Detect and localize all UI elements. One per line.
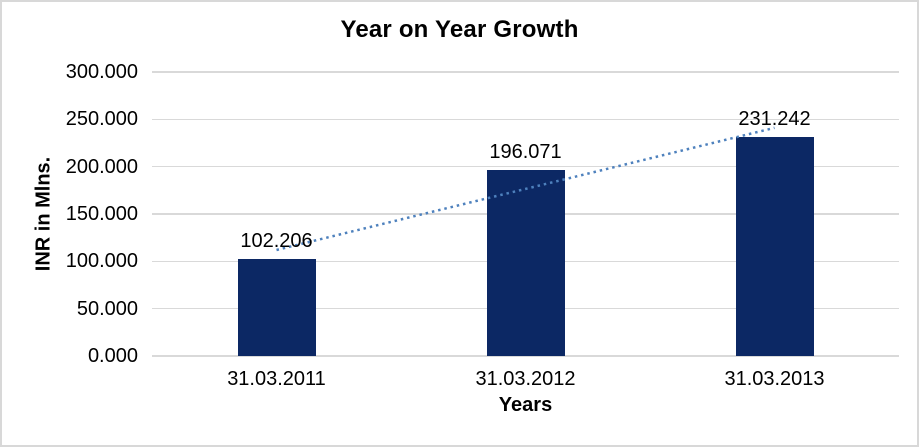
bar-data-label: 231.242	[738, 108, 811, 131]
bar	[237, 259, 316, 356]
gridline	[152, 355, 899, 357]
bar-data-label: 102.206	[240, 230, 313, 253]
category-label: 31.03.2011	[227, 368, 326, 390]
chart-title: Year on Year Growth	[340, 16, 579, 43]
category-label: 31.03.2013	[724, 368, 825, 390]
y-tick-label: 300.000	[65, 61, 138, 83]
bar	[486, 170, 565, 356]
bar-data-label: 196.071	[489, 141, 562, 164]
y-tick-label: 200.000	[65, 155, 138, 178]
y-tick-label: 50.000	[76, 297, 138, 320]
gridline	[152, 71, 899, 73]
bar	[735, 137, 814, 356]
plot-area: 102.206 196.071 231.242	[152, 71, 899, 357]
y-tick-label: 100.000	[65, 250, 138, 273]
category-label: 31.03.2012	[475, 368, 576, 390]
y-tick-label: 150.000	[65, 203, 138, 225]
y-tick-label: 250.000	[65, 108, 138, 131]
y-tick-label: 0.000	[87, 345, 138, 367]
x-axis-title: Years	[498, 394, 553, 416]
gridline	[152, 118, 899, 121]
